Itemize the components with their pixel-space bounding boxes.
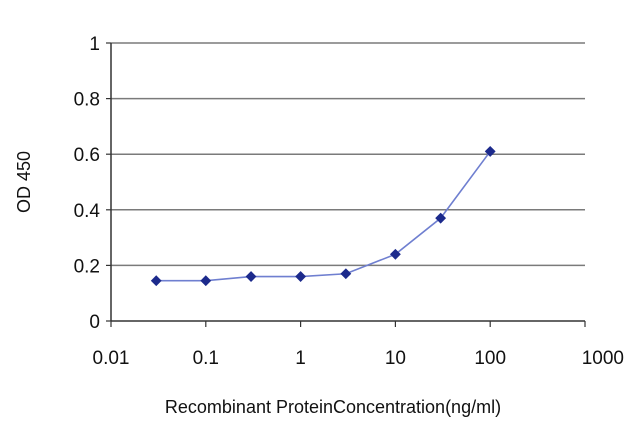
- data-point: [389, 248, 401, 260]
- data-point: [295, 271, 307, 282]
- x-tick-label: 0.01: [93, 348, 130, 369]
- x-tick-label: 1: [295, 348, 306, 369]
- x-tick-label: 1000: [582, 348, 624, 369]
- data-point: [340, 268, 352, 280]
- axes: [106, 42, 586, 327]
- x-tick-label: 100: [474, 348, 506, 369]
- data-point: [150, 275, 162, 287]
- y-axis-label: OD 450: [14, 151, 34, 213]
- series-line: [156, 150, 491, 282]
- data-point: [435, 212, 447, 224]
- y-tick-label: 0.6: [74, 145, 100, 166]
- x-tick-label: 0.1: [193, 348, 219, 369]
- y-tick-label: 1: [89, 34, 100, 55]
- y-tick-label: 0.4: [74, 201, 101, 222]
- x-axis-label: Recombinant ProteinConcentration(ng/ml): [165, 397, 501, 417]
- grid-lines: [111, 42, 585, 267]
- data-point: [484, 145, 496, 157]
- series: [150, 145, 496, 287]
- data-point: [245, 271, 257, 282]
- data-point: [200, 275, 212, 287]
- tick-labels: 0 0.2 0.4 0.6 0.8 1 0.01 0.1 1 10 100 1000: [74, 34, 624, 369]
- y-tick-label: 0.2: [74, 256, 100, 277]
- y-tick-label: 0: [89, 312, 100, 333]
- y-tick-label: 0.8: [74, 90, 100, 111]
- x-tick-label: 10: [385, 348, 406, 369]
